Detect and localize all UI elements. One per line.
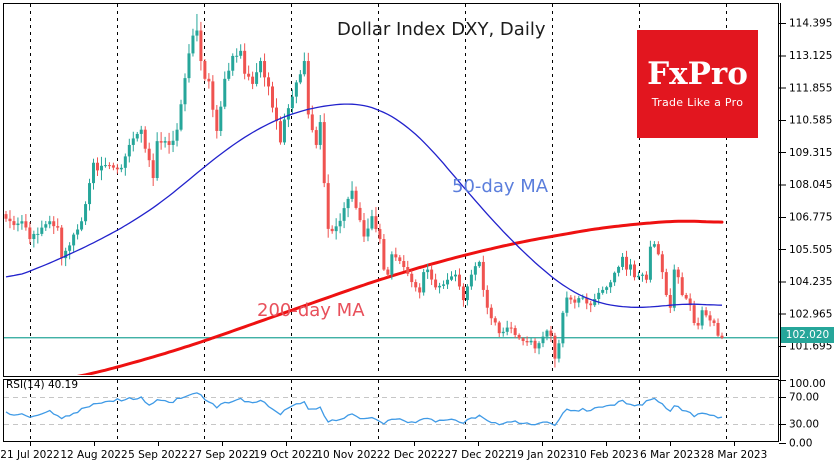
price-tick-label: 106.775 (789, 211, 832, 223)
pane-borders (3, 3, 781, 442)
time-tick-label: 10 Nov 2022 (316, 449, 383, 461)
fxpro-logo-tagline: Trade Like a Pro (651, 96, 744, 109)
price-tick-label: 113.125 (789, 50, 832, 62)
time-tick-label: 2 Dec 2022 (384, 449, 444, 461)
rsi-plot-area[interactable] (3, 379, 778, 441)
price-tick-label: 104.235 (789, 276, 832, 288)
grid (30, 4, 727, 440)
chart-title: Dollar Index DXY, Daily (337, 19, 546, 40)
time-tick-label: 10 Feb 2023 (573, 449, 638, 461)
price-tick-label: 101.695 (789, 341, 832, 353)
time-tick-label: 19 Jan 2023 (511, 449, 574, 461)
price-tick-label: 102.965 (789, 308, 832, 320)
ma50-line (5, 103, 723, 308)
time-tick-label: 27 Sep 2022 (189, 449, 256, 461)
price-tick-label: 105.505 (789, 244, 832, 256)
price-scale-labels: 114.395 113.125 111.855 110.585 109.315 108.0… (779, 18, 832, 353)
rsi-level-lines (4, 397, 777, 425)
rsi-line (5, 392, 723, 427)
rsi-tick-label: 100.00 (789, 378, 826, 390)
price-tick-label: 108.045 (789, 179, 832, 191)
price-tick-label: 110.585 (789, 115, 832, 127)
time-scale[interactable] (3, 442, 778, 466)
time-tick-label: 27 Dec 2022 (444, 449, 511, 461)
rsi-tick-label: 70.00 (789, 392, 819, 404)
ma50-label: 50-day MA (452, 176, 549, 197)
time-tick-label: 21 Jul 2022 (0, 449, 59, 461)
fxpro-logo: FxPro Trade Like a Pro (637, 30, 758, 138)
time-tick-label: 19 Oct 2022 (254, 449, 319, 461)
price-tick-label: 114.395 (789, 18, 832, 30)
time-tick-label: 6 Mar 2023 (640, 449, 700, 461)
time-tick-label: 5 Sep 2022 (128, 449, 188, 461)
time-scale-labels: 21 Jul 2022 12 Aug 2022 5 Sep 2022 27 Sep 2… (0, 442, 767, 461)
candles-series (4, 13, 724, 368)
rsi-scale-labels: 100.00 70.00 30.00 0.00 (779, 378, 826, 450)
time-tick-label: 28 Mar 2023 (701, 449, 768, 461)
rsi-tick-label: 30.00 (789, 419, 819, 431)
price-scale[interactable] (779, 3, 835, 441)
rsi-indicator-label: RSI(14) 40.19 (6, 379, 79, 391)
price-tick-label: 111.855 (789, 82, 832, 94)
fxpro-logo-text: FxPro (647, 56, 748, 92)
rsi-tick-label: 0.00 (789, 438, 812, 450)
ma200-label: 200-day MA (257, 300, 365, 321)
current-price-badge: 102.020 (781, 327, 834, 343)
price-tick-label: 109.315 (789, 147, 832, 159)
time-tick-label: 12 Aug 2022 (60, 449, 127, 461)
